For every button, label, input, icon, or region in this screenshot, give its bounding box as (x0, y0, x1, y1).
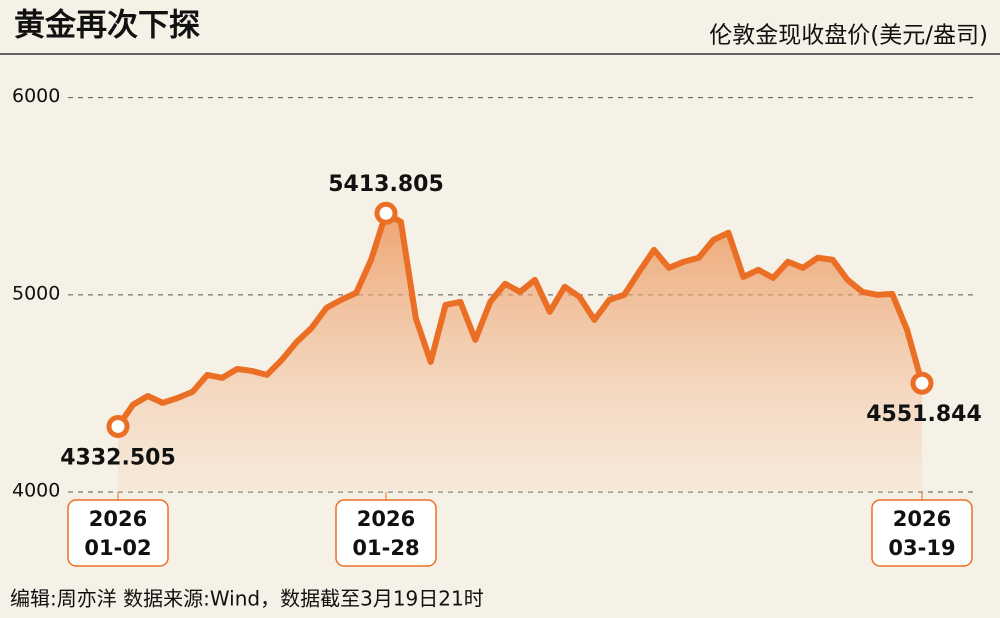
y-tick-label: 6000 (12, 85, 60, 107)
x-tick-label: 03-19 (888, 536, 955, 560)
chart-subtitle: 伦敦金现收盘价(美元/盎司) (709, 23, 988, 49)
point-marker (374, 201, 398, 225)
x-tick-label: 01-28 (352, 536, 419, 560)
date-box (67, 499, 169, 567)
chart-title: 黄金再次下探 (14, 8, 200, 44)
footer: 编辑:周亦洋 数据来源:Wind，数据截至3月19日21时 (10, 587, 484, 611)
x-tick-label: 01-02 (84, 536, 151, 560)
date-box (335, 499, 437, 567)
date-box (871, 499, 973, 567)
x-tick-label: 2026 (357, 507, 415, 531)
point-marker (910, 371, 934, 395)
point-marker (106, 414, 130, 438)
data-label: 4551.844 (866, 402, 982, 427)
data-label: 4332.505 (60, 445, 176, 470)
line (115, 210, 925, 430)
data-label: 5413.805 (328, 172, 444, 197)
area (118, 213, 922, 493)
y-tick-label: 5000 (12, 282, 60, 304)
x-tick-label: 2026 (893, 507, 951, 531)
y-tick-label: 4000 (12, 480, 60, 502)
x-tick-label: 2026 (89, 507, 147, 531)
